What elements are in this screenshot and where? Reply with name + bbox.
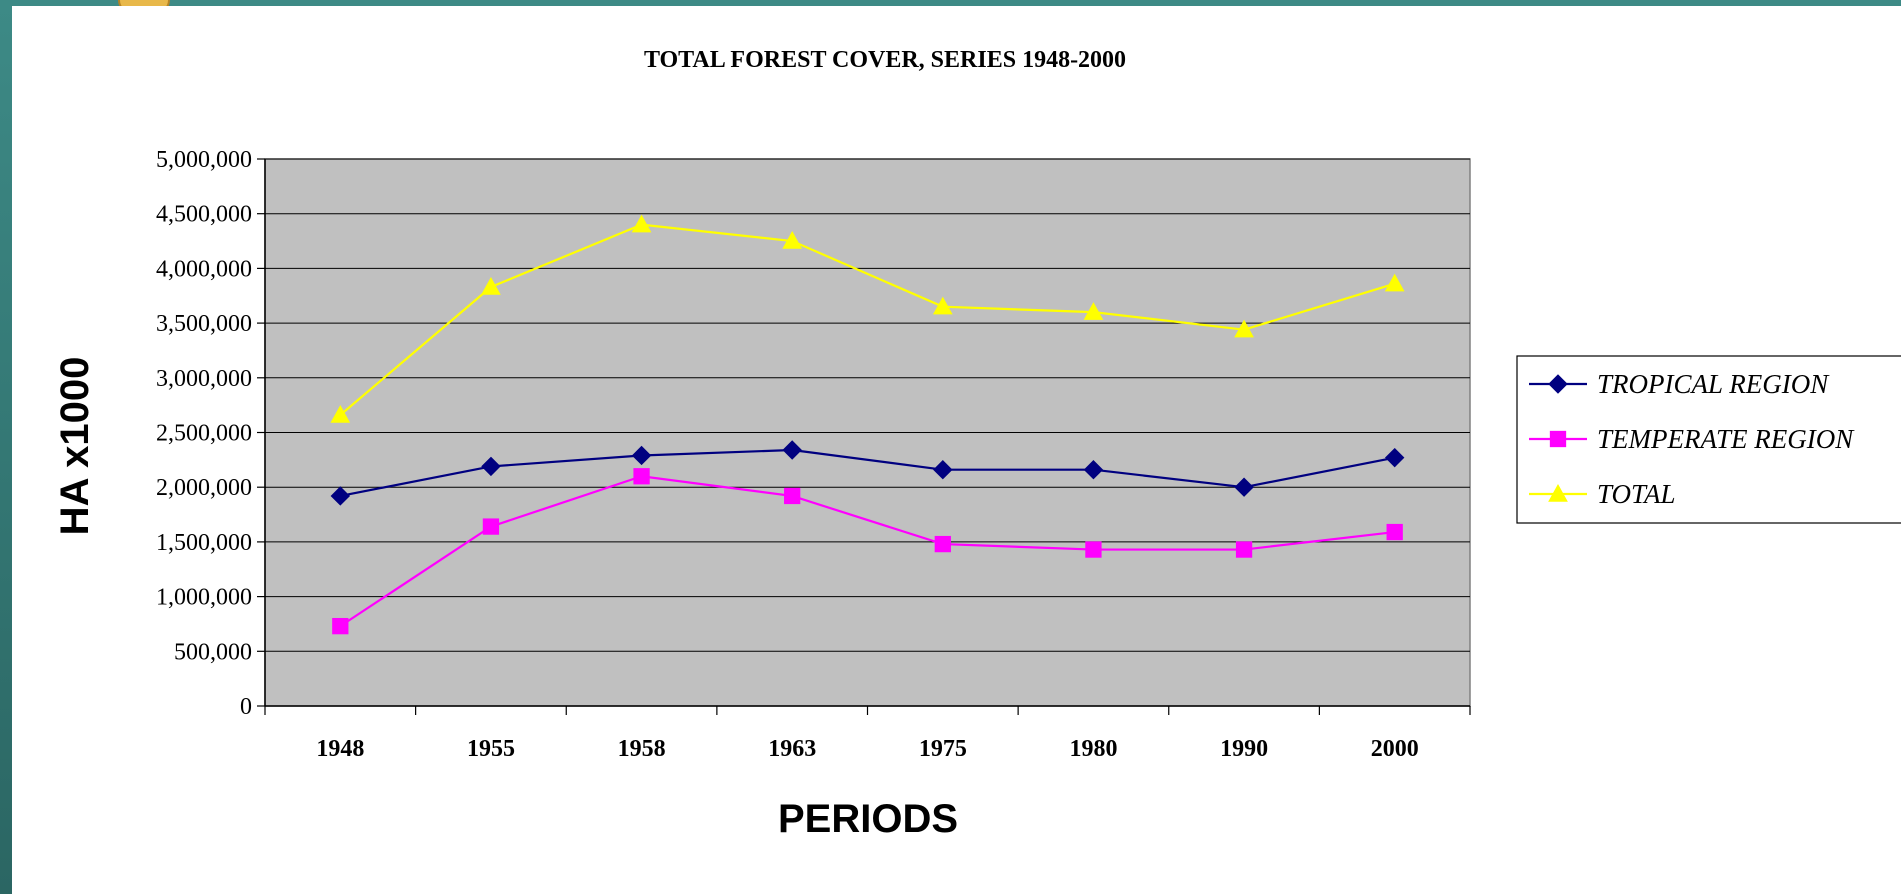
data-point — [481, 456, 501, 477]
data-point — [482, 518, 500, 535]
x-tick-label: 1990 — [1220, 736, 1268, 762]
data-point — [784, 487, 801, 505]
y-axis-title: HA x1000 — [53, 357, 97, 536]
data-point — [631, 214, 652, 233]
data-point — [934, 535, 951, 553]
data-point — [1085, 541, 1102, 558]
legend-label: TOTAL — [1597, 479, 1676, 509]
data-point — [1083, 459, 1104, 480]
y-tick-label: 4,500,000 — [156, 202, 252, 228]
data-point — [1384, 273, 1405, 292]
series-2 — [330, 214, 1405, 423]
data-point — [481, 276, 501, 295]
data-point — [633, 468, 650, 485]
data-point — [330, 404, 351, 423]
legend-item: TOTAL — [1529, 479, 1676, 509]
data-point — [933, 459, 953, 480]
series-line — [340, 448, 1395, 498]
series-0 — [330, 440, 1405, 506]
chart-title: TOTAL FOREST COVER, SERIES 1948-2000 — [644, 47, 1126, 73]
x-tick-label: 2000 — [1371, 736, 1419, 762]
data-point — [932, 296, 953, 315]
data-point — [1083, 302, 1104, 320]
y-tick-label: 3,500,000 — [156, 311, 252, 337]
legend-marker — [1549, 430, 1567, 448]
series-line — [339, 223, 1396, 416]
series-1 — [332, 468, 1403, 635]
data-point — [631, 445, 652, 466]
data-point — [1384, 447, 1405, 468]
legend-label: TEMPERATE REGION — [1597, 424, 1855, 454]
legend-marker — [1548, 374, 1568, 394]
y-tick-label: 4,000,000 — [156, 256, 252, 282]
y-tick-label: 500,000 — [174, 639, 252, 665]
y-tick-label: 0 — [240, 694, 252, 720]
legend-marker — [1548, 483, 1568, 502]
legend: TROPICAL REGION TEMPERATE REGION TOTAL — [1516, 355, 1901, 524]
x-tick-label: 1948 — [316, 736, 364, 762]
series-line — [339, 475, 1395, 628]
data-point — [1234, 477, 1254, 497]
x-tick-label: 1958 — [618, 736, 666, 762]
legend-item: TROPICAL REGION — [1529, 369, 1830, 399]
y-tick-label: 1,000,000 — [156, 585, 252, 611]
y-tick-label: 3,000,000 — [156, 366, 252, 392]
data-point — [782, 231, 803, 249]
plot-area: 0 500,000 1,000,000 1,500,000 2,000,000 2,500… — [156, 147, 1471, 762]
data-point — [330, 486, 351, 506]
y-tick-label: 2,500,000 — [156, 421, 252, 447]
data-point — [782, 440, 802, 460]
x-tick-label: 1980 — [1069, 736, 1117, 762]
line-chart: TOTAL FOREST COVER, SERIES 1948-2000 0 50… — [53, 47, 1901, 841]
y-tick-label: 5,000,000 — [156, 147, 252, 173]
data-point — [1235, 541, 1253, 558]
x-tick-label: 1963 — [768, 736, 816, 762]
data-point — [1234, 319, 1254, 338]
y-tick-label: 2,000,000 — [156, 475, 252, 501]
chart-panel: TOTAL FOREST COVER, SERIES 1948-2000 0 50… — [12, 6, 1901, 894]
x-axis-title: PERIODS — [778, 797, 958, 841]
x-tick-label: 1975 — [919, 736, 967, 762]
y-tick-label: 1,500,000 — [156, 530, 252, 556]
data-point — [332, 617, 349, 635]
legend-item: TEMPERATE REGION — [1529, 424, 1855, 454]
data-point — [1386, 523, 1403, 541]
legend-label: TROPICAL REGION — [1597, 369, 1830, 399]
x-tick-label: 1955 — [467, 736, 515, 762]
